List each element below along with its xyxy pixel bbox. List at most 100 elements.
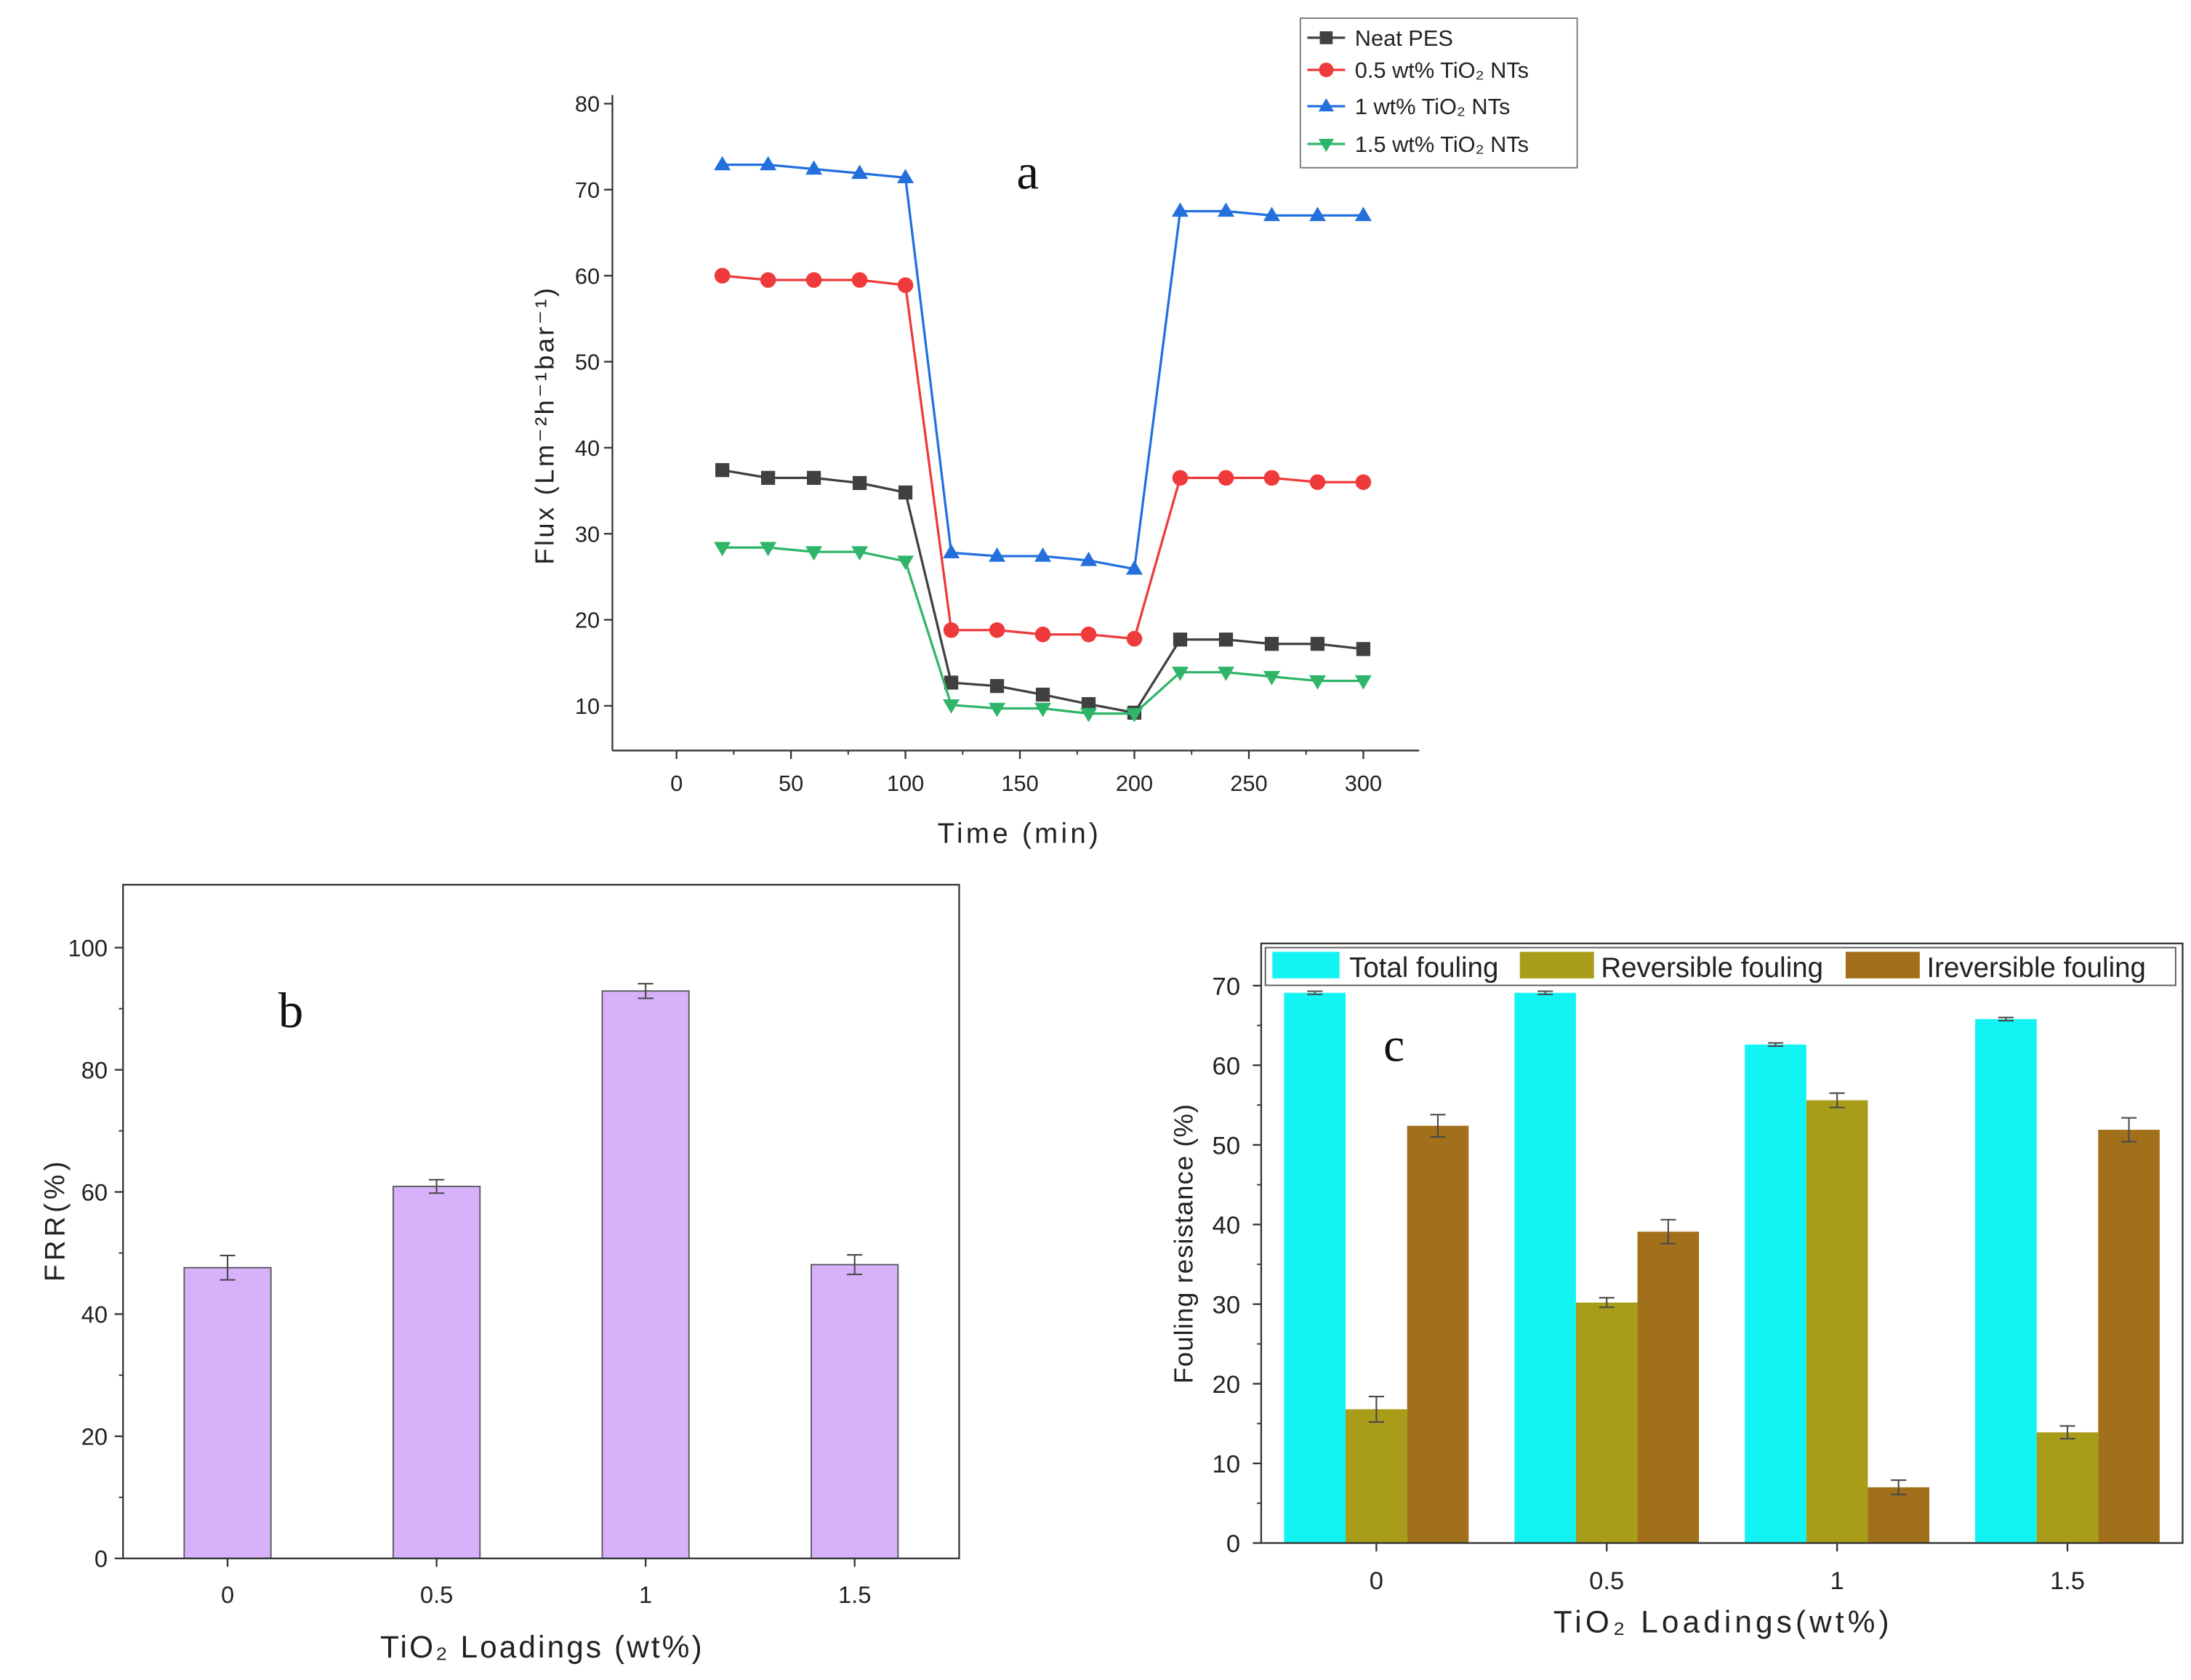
legend-swatch [1845,952,1920,978]
y-tick-label: 80 [81,1056,108,1083]
series-total-fouling [1284,990,2037,1543]
bar [1407,1125,1469,1543]
data-point [1310,637,1325,651]
legend-entry-reversible-fouling: Reversible fouling [1519,952,1823,984]
series-reversible-fouling [1346,1092,2099,1543]
data-point [1034,702,1052,718]
y-tick-label: 50 [1213,1132,1241,1159]
data-point [1081,696,1096,712]
y-tick-label: 60 [1213,1053,1241,1080]
data-point [1308,206,1326,222]
data-point [760,272,776,288]
data-point [1080,707,1098,723]
data-point [1308,675,1326,690]
series-neat-pes [715,463,1371,720]
x-tick-label: 50 [779,771,803,796]
y-tick-label: 70 [575,177,600,203]
plot-frame [1260,942,2184,1544]
data-point [1080,626,1097,643]
data-point [1125,560,1143,575]
x-tick-label: 1.5 [2050,1567,2085,1595]
data-point [1217,202,1235,217]
legend-label: Neat PES [1355,25,1453,51]
data-point [1263,206,1280,222]
data-point [760,156,777,171]
data-point [1034,547,1052,562]
legend-swatch [1519,952,1594,978]
legend-marker [1318,138,1334,153]
legend-entry-0-5-wt-tio-nts: 0.5 wt% TiO₂ NTs [1307,57,1529,83]
data-point [1309,474,1326,491]
x-tick-label: 150 [1001,771,1038,796]
data-point [1263,470,1280,486]
data-point [714,542,731,557]
bar [1346,1409,1407,1543]
y-tick-label: 40 [1213,1212,1241,1239]
panel-label: a [1016,144,1039,200]
y-tick-label: 40 [575,435,600,461]
x-tick-label: 200 [1116,771,1153,796]
x-tick-label: 300 [1345,771,1382,796]
data-point [897,169,914,184]
data-point [944,675,959,690]
data-point [1035,687,1050,702]
data-point [989,622,1005,638]
series-frr [183,983,899,1559]
x-axis-label: TiO₂ Loadings (wt%) [380,1630,701,1664]
bar [1745,1044,1806,1543]
x-tick-label: 100 [887,771,924,796]
data-point [851,546,869,561]
legend-label: 1 wt% TiO₂ NTs [1355,94,1511,119]
bar [811,1263,899,1559]
legend-label: 0.5 wt% TiO₂ NTs [1355,57,1529,83]
data-point [1125,707,1143,723]
y-tick-label: 100 [68,934,108,961]
data-point [806,470,821,485]
plot-frame [122,883,960,1559]
data-point [1354,675,1372,690]
data-point [1080,551,1098,566]
data-point [943,699,960,714]
bar [1284,992,1346,1543]
data-point [852,475,867,491]
data-point [1354,206,1372,222]
bar [1868,1487,1930,1543]
data-point [851,164,869,180]
legend-label: 1.5 wt% TiO₂ NTs [1355,132,1529,157]
data-point [1217,667,1235,681]
series-1-5-wt-tio-nts [714,542,1372,723]
x-tick-label: 0 [1370,1567,1383,1595]
bar [183,1266,272,1559]
y-tick-label: 60 [575,263,600,289]
y-axis-label: Fouling resistance (%) [1169,1104,1199,1384]
data-point [1356,642,1371,656]
data-point [1355,474,1372,491]
data-point [898,485,913,500]
y-tick-label: 20 [81,1423,108,1450]
y-tick-label: 30 [1213,1291,1241,1319]
legend-marker [1318,98,1334,112]
data-point [943,622,960,638]
legend-entry-1-5-wt-tio-nts: 1.5 wt% TiO₂ NTs [1307,132,1529,157]
x-tick-label: 0 [670,771,683,796]
x-tick-label: 1.5 [838,1581,871,1608]
data-point [1218,632,1234,647]
data-point [1264,637,1279,651]
bar [601,990,690,1559]
bar [1575,1302,1638,1543]
data-point [1263,670,1280,686]
y-tick-label: 10 [1213,1451,1241,1479]
chart-a-flux-vs-time: 10 20 30 40 50 60 70 80 0 50 100 150 200 250 300 Time (… [530,17,1578,849]
y-tick-label: 70 [1213,973,1241,1000]
data-point [897,277,914,294]
x-tick-label: 0 [221,1581,234,1608]
y-tick-label: 30 [575,521,600,547]
data-point [805,272,822,288]
legend-marker [1319,63,1334,78]
legend-entry-neat-pes: Neat PES [1307,25,1453,51]
data-point [1171,202,1189,217]
bar [1975,1018,2037,1543]
legend-label: Total fouling [1349,952,1498,984]
legend: Total fouling Reversible fouling Ireversib… [1264,946,2176,986]
